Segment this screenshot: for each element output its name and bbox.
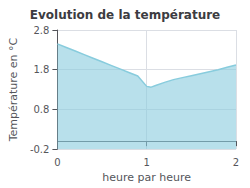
svg-text:2.8: 2.8 (34, 25, 50, 36)
svg-text:1: 1 (144, 157, 150, 168)
svg-text:1.8: 1.8 (34, 64, 50, 75)
svg-text:2: 2 (233, 157, 239, 168)
svg-text:0.8: 0.8 (34, 104, 50, 115)
svg-text:-0.2: -0.2 (30, 144, 50, 155)
svg-text:Température en °C: Température en °C (7, 37, 20, 142)
svg-text:Evolution de la température: Evolution de la température (30, 8, 221, 22)
svg-text:0: 0 (54, 157, 60, 168)
svg-text:heure par heure: heure par heure (102, 171, 191, 184)
